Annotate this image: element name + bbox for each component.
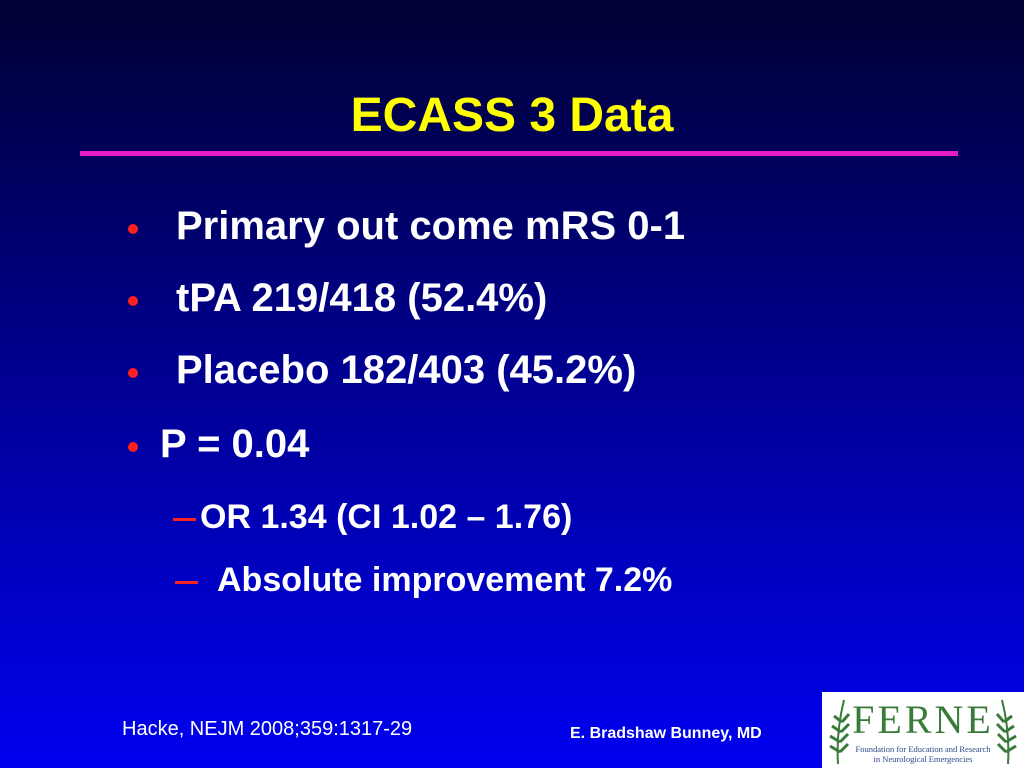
bullet-dot bbox=[128, 224, 138, 234]
sub-bullet-dash bbox=[173, 518, 196, 521]
bullet-dot bbox=[128, 296, 138, 306]
logo-name: FERNE bbox=[852, 697, 994, 742]
logo-subtitle: in Neurological Emergencies bbox=[873, 754, 973, 764]
sub-bullet-dash bbox=[175, 581, 198, 584]
bullet-dot bbox=[128, 368, 138, 378]
bullet-text: P = 0.04 bbox=[160, 422, 310, 466]
sub-bullet-text: OR 1.34 (CI 1.02 – 1.76) bbox=[200, 498, 573, 536]
bullet-dot bbox=[128, 442, 138, 452]
bullet-text: Primary out come mRS 0-1 bbox=[176, 204, 686, 248]
logo: FERNE Foundation for Education and Resea… bbox=[822, 692, 1024, 768]
author: E. Bradshaw Bunney, MD bbox=[570, 725, 762, 742]
logo-subtitle: Foundation for Education and Research bbox=[855, 744, 991, 754]
bullet-text: Placebo 182/403 (45.2%) bbox=[176, 348, 637, 392]
slide-title: ECASS 3 Data bbox=[350, 89, 674, 142]
fern-icons bbox=[829, 699, 1017, 765]
title-rule bbox=[80, 151, 958, 156]
sub-bullet-text: Absolute improvement 7.2% bbox=[217, 561, 673, 599]
bullet-text: tPA 219/418 (52.4%) bbox=[176, 276, 548, 320]
citation: Hacke, NEJM 2008;359:1317-29 bbox=[122, 718, 413, 740]
